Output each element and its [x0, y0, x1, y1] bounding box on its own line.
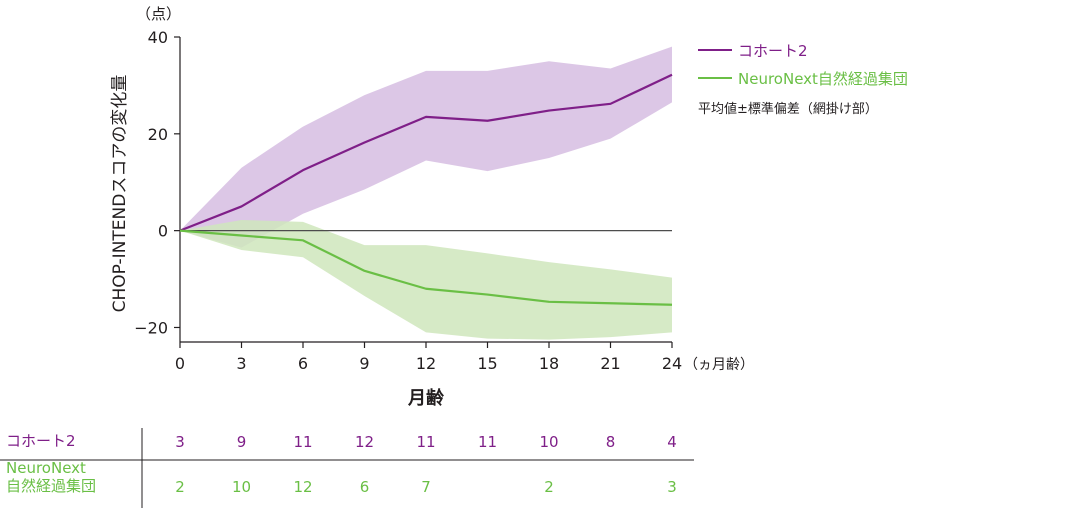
legend-item-cohort2: コホート2	[698, 36, 908, 64]
legend-swatch-cohort2	[698, 49, 732, 51]
y-tick-label: 40	[148, 28, 168, 47]
series-lines	[179, 73, 673, 306]
n-table-cell: 11	[293, 433, 313, 451]
y-axis-title: CHOP-INTENDスコアの変化量	[110, 75, 130, 313]
n-table-cell: 2	[175, 478, 185, 496]
n-table-cell: 12	[354, 433, 375, 451]
x-tick-label: 12	[416, 354, 436, 373]
sd-band-cohort2	[180, 46, 672, 248]
axes	[174, 36, 673, 348]
legend-item-neuronext: NeuroNext自然経過集団	[698, 64, 908, 92]
x-tick-label: 6	[298, 354, 308, 373]
n-table-cell: 10	[231, 478, 252, 496]
n-table-lines	[0, 428, 694, 508]
y-tick-label: 20	[148, 125, 168, 144]
x-axis-title: 月齢	[407, 387, 445, 409]
n-table-cell: 2	[544, 478, 554, 496]
n-table-cell: 11	[477, 433, 498, 451]
series-line-cohort2	[179, 73, 673, 232]
n-table-row-label: コホート2	[6, 432, 76, 450]
n-table-cell: 4	[667, 433, 677, 451]
sd-bands	[180, 46, 672, 340]
n-table-cell: 3	[667, 478, 677, 496]
legend-label-cohort2: コホート2	[738, 41, 808, 60]
x-tick-label: 18	[539, 354, 559, 373]
y-tick-label: −20	[134, 318, 168, 337]
n-table-cell: 12	[293, 478, 313, 496]
n-table-row-label: 自然経過集団	[6, 477, 97, 495]
x-tick-label: 21	[600, 354, 620, 373]
y-tick-label: 0	[158, 222, 168, 241]
n-table-cell: 3	[175, 433, 185, 451]
x-tick-label: 24	[662, 354, 682, 373]
x-tick-label: 9	[359, 354, 369, 373]
series-line-neuronext	[179, 229, 673, 306]
n-table-row-label: NeuroNext	[6, 459, 86, 477]
sd-band-neuronext	[180, 220, 672, 340]
x-tick-label: 3	[236, 354, 246, 373]
x-tick-label: 0	[175, 354, 185, 373]
n-table-cell: 11	[416, 433, 436, 451]
legend-note: 平均値±標準偏差（網掛け部）	[698, 102, 878, 117]
n-table-cell: 7	[421, 478, 431, 496]
x-unit-label: （ヵ月齢）	[684, 357, 754, 373]
n-table-cell: 6	[359, 478, 370, 496]
n-table-cell: 8	[605, 433, 616, 451]
x-tick-label: 15	[477, 354, 497, 373]
legend-swatch-neuronext	[698, 77, 732, 79]
n-table-cell: 9	[236, 433, 247, 451]
n-table-cell: 10	[539, 433, 559, 451]
chart-labels: 40 20 0 −20 0 3 6 9 12 15 18 21 24 （点） （ヵ月齢） 月齢 CHOP-INT…	[110, 5, 754, 409]
legend: コホート2 NeuroNext自然経過集団 平均値±標準偏差（網掛け部）	[698, 36, 908, 117]
y-unit-label: （点）	[136, 5, 181, 23]
legend-label-neuronext: NeuroNext自然経過集団	[738, 69, 908, 88]
